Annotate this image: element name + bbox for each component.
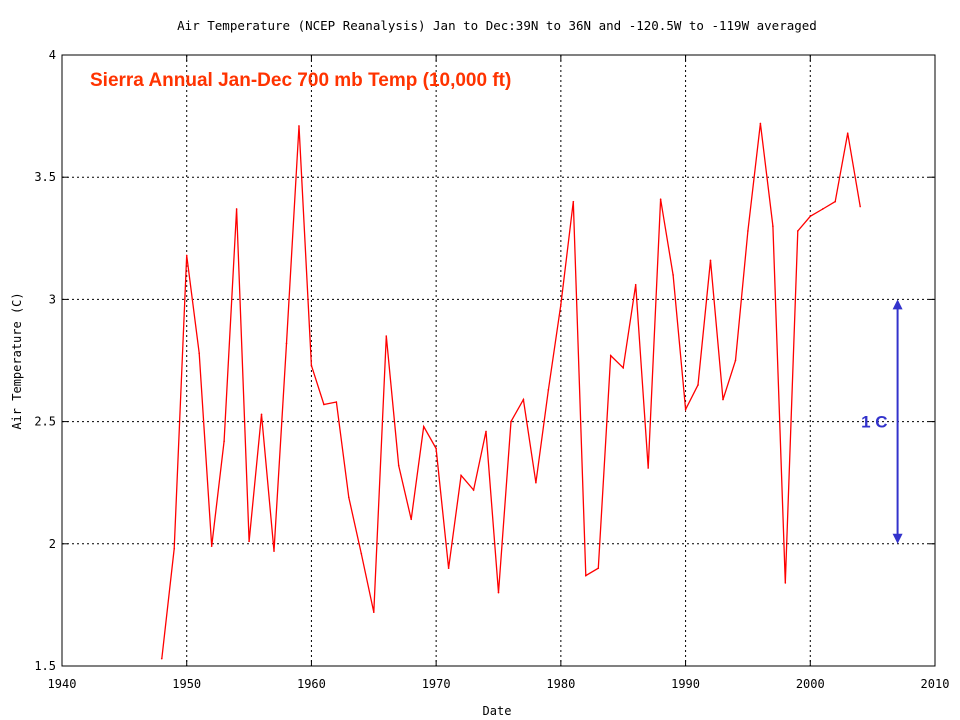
data-point-1984 (609, 354, 612, 357)
data-point-1988 (659, 198, 662, 200)
data-point-1961 (323, 403, 325, 406)
data-point-2000 (809, 215, 812, 218)
data-point-1977 (522, 398, 525, 401)
scale-annotation-label: 1 C (861, 413, 887, 432)
data-point-1967 (397, 464, 400, 467)
y-tick-label: 1.5 (34, 659, 56, 673)
data-point-1995 (747, 230, 749, 232)
data-point-1968 (410, 518, 413, 521)
x-tick-label: 1940 (48, 677, 77, 691)
y-tick-label: 2 (49, 537, 56, 551)
data-point-1982 (585, 574, 587, 577)
data-point-1972 (460, 474, 462, 477)
data-point-1964 (360, 552, 363, 555)
data-point-1986 (634, 283, 637, 286)
x-tick-label: 1990 (671, 677, 700, 691)
x-tick-label: 1980 (546, 677, 575, 691)
series-points (160, 122, 861, 660)
data-point-1992 (709, 259, 712, 262)
data-point-1990 (684, 408, 687, 411)
y-tick-label: 3.5 (34, 170, 56, 184)
axis-ticks (61, 54, 936, 667)
data-point-1979 (547, 389, 550, 391)
data-point-1974 (485, 430, 487, 433)
y-tick-label: 3 (49, 292, 56, 306)
data-point-1949 (173, 547, 176, 550)
data-point-1975 (497, 591, 500, 594)
data-point-1954 (235, 208, 238, 210)
data-point-1950 (185, 254, 188, 257)
data-point-1980 (560, 303, 562, 306)
data-point-1996 (759, 122, 762, 125)
x-tick-label: 1950 (172, 677, 201, 691)
grid-lines (62, 55, 935, 666)
data-point-1966 (385, 335, 388, 337)
data-point-1978 (535, 481, 537, 484)
data-point-1956 (260, 413, 263, 416)
scale-annotation: 1 C (861, 299, 903, 544)
data-point-1983 (597, 567, 600, 570)
data-point-1965 (372, 611, 375, 614)
y-axis-label: Air Temperature (C) (10, 292, 24, 429)
data-point-1970 (435, 447, 437, 450)
y-tick-label: 4 (49, 48, 56, 62)
data-point-1981 (572, 200, 575, 203)
data-point-1955 (248, 540, 250, 543)
scale-arrowhead-top (892, 299, 903, 310)
x-tick-label: 1960 (297, 677, 326, 691)
data-point-1999 (797, 230, 799, 232)
plot-frame (61, 54, 936, 667)
data-point-2002 (834, 200, 837, 203)
data-point-1953 (223, 440, 225, 442)
scale-arrowhead-bottom (892, 533, 903, 544)
data-point-1960 (310, 364, 313, 367)
x-tick-labels: 1940 1950 1960 1970 1980 1990 2000 2010 (48, 677, 950, 691)
chart-subtitle: Sierra Annual Jan-Dec 700 mb Temp (10,00… (90, 70, 511, 91)
chart-title: Air Temperature (NCEP Reanalysis) Jan to… (177, 18, 817, 33)
x-tick-label: 1970 (422, 677, 451, 691)
data-point-1997 (772, 225, 774, 227)
y-tick-labels: 1.5 2 2.5 3 3.5 4 (34, 48, 56, 673)
data-point-1985 (622, 367, 625, 369)
data-point-1963 (348, 496, 350, 499)
data-point-1959 (298, 125, 300, 127)
data-point-1998 (784, 582, 787, 584)
data-point-1973 (472, 489, 475, 491)
data-point-1952 (210, 545, 213, 548)
data-point-1948 (160, 657, 163, 660)
data-point-1991 (697, 384, 699, 386)
data-point-1971 (447, 567, 450, 570)
x-tick-label: 2010 (921, 677, 950, 691)
data-point-1994 (734, 359, 737, 362)
data-point-2003 (846, 132, 849, 135)
x-tick-label: 2000 (796, 677, 825, 691)
data-point-1957 (273, 550, 275, 552)
series-line-temperature (161, 123, 861, 659)
data-point-1993 (722, 398, 724, 401)
data-point-1951 (198, 352, 200, 354)
data-point-1989 (672, 274, 674, 276)
data-point-1987 (647, 467, 649, 469)
data-point-1958 (285, 342, 288, 345)
data-point-1962 (335, 401, 338, 403)
x-axis-label: Date (483, 704, 512, 718)
data-point-1976 (510, 420, 512, 423)
data-point-2001 (821, 208, 824, 210)
data-point-1969 (422, 425, 425, 428)
y-tick-label: 2.5 (34, 415, 56, 429)
data-point-2004 (859, 205, 861, 208)
